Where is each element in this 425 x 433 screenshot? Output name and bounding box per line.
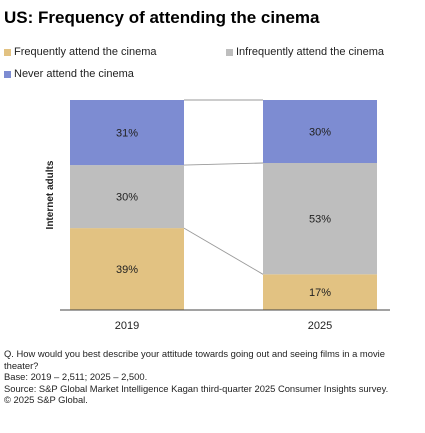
legend-label-never: Never attend the cinema: [14, 68, 134, 80]
data-label-2025-1: 17%: [309, 287, 331, 299]
bar-segment-2025-3: [263, 100, 377, 163]
footnotes: Q. How would you best describe your atti…: [4, 348, 414, 406]
data-label-2025-2: 53%: [309, 214, 331, 226]
footnote-base: Base: 2019 – 2,511; 2025 – 2,500.: [4, 371, 148, 383]
legend-item-never: Never attend the cinema: [4, 68, 134, 80]
data-label-2019-2: 30%: [116, 192, 138, 204]
legend-label-infrequently: Infrequently attend the cinema: [236, 46, 384, 58]
bar-segment-2019-2: [70, 165, 184, 229]
bar-segment-2025-1: [263, 274, 377, 310]
legend-item-frequently: Frequently attend the cinema: [4, 46, 156, 58]
connector-line-1: [183, 227, 264, 275]
footnote-question: Q. How would you best describe your atti…: [4, 348, 385, 371]
bar-segment-2019-3: [70, 100, 184, 166]
legend-swatch-frequently: [4, 48, 11, 56]
stacked-bar-chart: 39% 30% 31% 2019 17% 53% 30% 2025 Internet adult…: [45, 99, 390, 332]
legend-label-frequently: Frequently attend the cinema: [14, 46, 157, 58]
footnote-source: Source: S&P Global Market Intelligence K…: [4, 382, 389, 394]
bar-segment-2019-1: [70, 228, 184, 310]
connector-line-2: [183, 162, 264, 166]
legend-swatch-infrequently: [226, 48, 233, 56]
x-tick-2019: 2019: [115, 320, 139, 332]
y-axis-label: Internet adults: [45, 160, 56, 229]
data-label-2019-1: 39%: [116, 264, 138, 276]
footnote-copyright: © 2025 S&P Global.: [4, 394, 88, 406]
legend-item-infrequently: Infrequently attend the cinema: [226, 46, 384, 58]
bar-segment-2025-2: [263, 163, 377, 275]
legend-swatch-never: [4, 70, 11, 78]
data-label-2019-3: 31%: [116, 128, 138, 140]
chart-title: US: Frequency of attending the cinema: [4, 8, 320, 27]
data-label-2025-3: 30%: [309, 127, 331, 139]
x-tick-2025: 2025: [308, 320, 332, 332]
